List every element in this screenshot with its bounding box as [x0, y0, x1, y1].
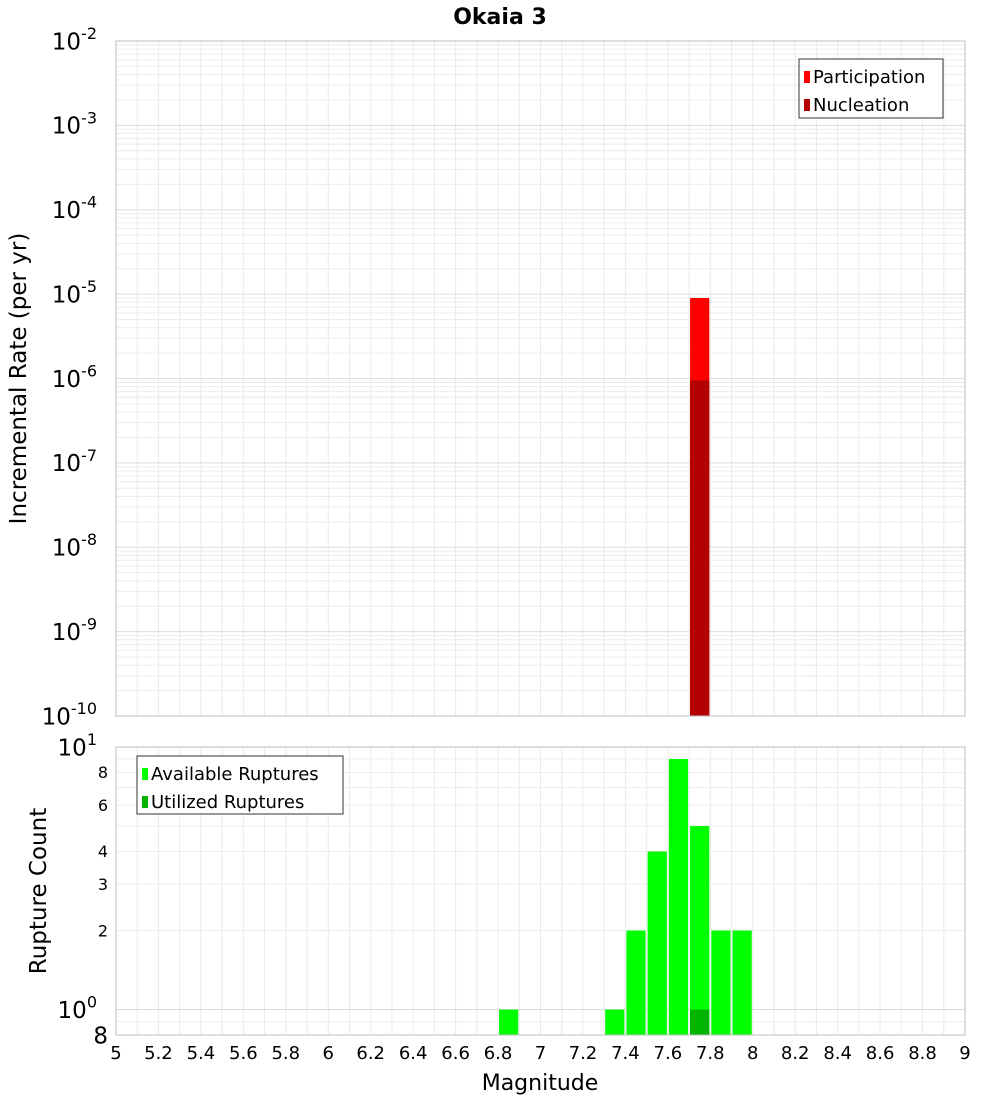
- x-tick-label: 7.8: [696, 1043, 725, 1064]
- x-tick-label: 5.6: [229, 1043, 258, 1064]
- bottom-y-tick-label: 101: [58, 730, 97, 761]
- top-legend-swatch: [804, 99, 810, 111]
- top-plot-frame: [115, 40, 966, 717]
- top-grid: [115, 41, 966, 717]
- bottom-legend-swatch: [142, 796, 148, 808]
- x-tick-label: 7.6: [654, 1043, 683, 1064]
- x-tick-label: 7: [535, 1043, 546, 1064]
- bottom-y-tick-label: 100: [58, 992, 97, 1023]
- top-y-tick-label: 10-2: [52, 24, 97, 55]
- x-tick-label: 8.4: [823, 1043, 852, 1064]
- bottom-y-tick-label: 8: [98, 763, 108, 782]
- bottom-legend-box: [136, 755, 344, 815]
- bottom-y-tick-label: 8: [93, 1023, 108, 1049]
- top-y-tick-label: 10-4: [52, 193, 97, 224]
- bottom-bar-available-ruptures: [647, 851, 667, 1035]
- x-tick-label: 8.2: [781, 1043, 810, 1064]
- x-tick-label: 6.4: [399, 1043, 428, 1064]
- top-legend-label: Nucleation: [813, 95, 909, 116]
- bottom-plot-frame: [115, 746, 966, 1036]
- bottom-y-tick-label: 6: [98, 796, 108, 815]
- top-y-tick-label: 10-6: [52, 361, 97, 392]
- x-tick-label: 5.4: [187, 1043, 216, 1064]
- bottom-y-tick-label: 3: [98, 875, 108, 894]
- bottom-legend-swatch: [142, 768, 148, 780]
- x-tick-label: 7.2: [569, 1043, 598, 1064]
- bottom-bar-available-ruptures: [626, 930, 646, 1035]
- bottom-bar-utilized-ruptures: [690, 1009, 710, 1035]
- bottom-bar-available-ruptures: [499, 1009, 519, 1035]
- bottom-y-tick-label: 2: [98, 921, 108, 940]
- top-y-tick-label: 10-8: [52, 530, 97, 561]
- x-axis-label: Magnitude: [482, 1071, 599, 1096]
- bottom-y-tick-label: 4: [98, 842, 108, 861]
- bottom-bar-available-ruptures: [668, 759, 689, 1035]
- bottom-bar-available-ruptures: [605, 1009, 625, 1035]
- top-y-tick-label: 10-3: [52, 108, 97, 139]
- x-tick-label: 6: [323, 1043, 334, 1064]
- x-tick-label: 8.6: [866, 1043, 895, 1064]
- top-y-tick-label: 10-7: [52, 446, 97, 477]
- bottom-y-axis-label: Rupture Count: [26, 808, 52, 974]
- top-legend: Participation Nucleation: [798, 58, 944, 119]
- x-tick-label: 8: [747, 1043, 758, 1064]
- top-legend-box: [798, 58, 944, 119]
- bottom-legend: Available Ruptures Utilized Ruptures: [136, 755, 344, 815]
- bottom-legend-label: Available Ruptures: [151, 764, 319, 785]
- bottom-bar-available-ruptures: [690, 826, 710, 1035]
- top-y-tick-label: 10-5: [52, 277, 97, 308]
- top-y-axis-label: Incremental Rate (per yr): [6, 233, 32, 525]
- x-tick-label: 5.8: [271, 1043, 300, 1064]
- bottom-bar-available-ruptures: [732, 930, 752, 1035]
- x-tick-label: 9: [959, 1043, 970, 1064]
- x-tick-label: 5: [110, 1043, 121, 1064]
- bottom-legend-label: Utilized Ruptures: [151, 792, 304, 813]
- x-tick-label: 5.2: [144, 1043, 173, 1064]
- chart-title: Okaia 3: [453, 5, 547, 30]
- x-tick-label: 6.6: [441, 1043, 470, 1064]
- top-legend-label: Participation: [813, 67, 925, 88]
- x-tick-label: 8.8: [908, 1043, 937, 1064]
- top-y-tick-label: 10-10: [42, 699, 97, 730]
- top-legend-swatch: [804, 71, 810, 83]
- x-tick-label: 6.2: [356, 1043, 385, 1064]
- x-tick-label: 7.4: [611, 1043, 640, 1064]
- top-y-tick-label: 10-9: [52, 615, 97, 646]
- bottom-bar-available-ruptures: [711, 930, 731, 1035]
- top-bar-nucleation: [690, 380, 710, 716]
- x-tick-label: 6.8: [484, 1043, 513, 1064]
